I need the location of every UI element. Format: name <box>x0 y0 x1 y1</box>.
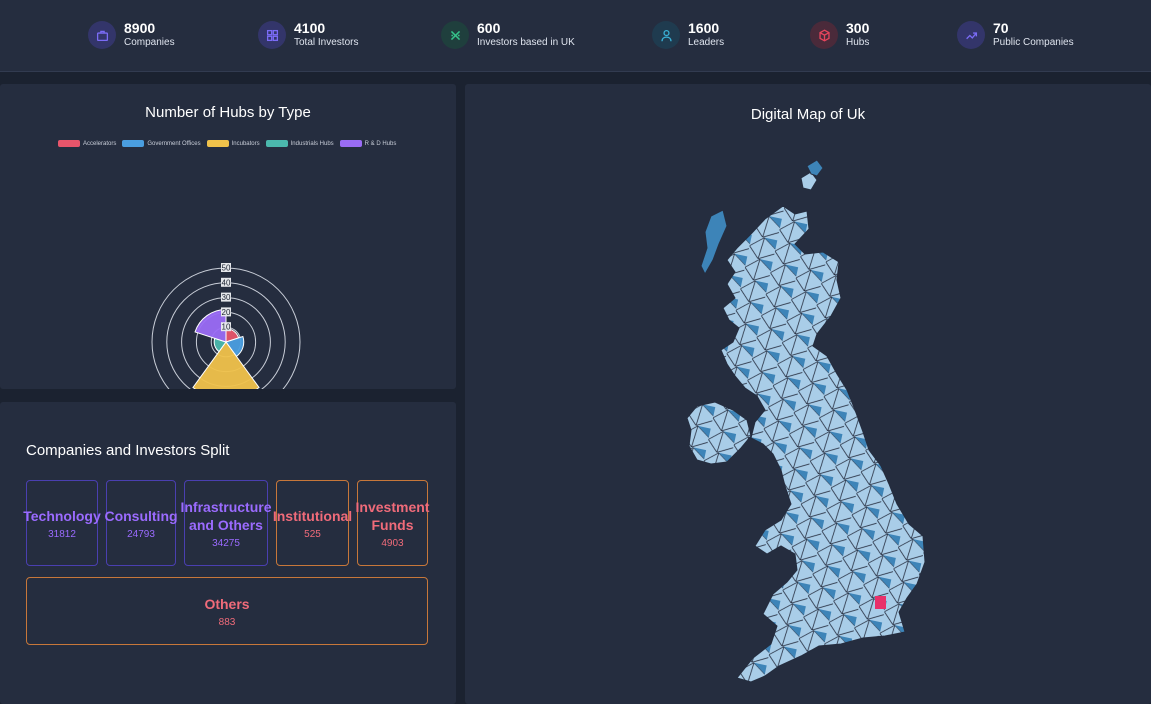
card-institutional[interactable]: Institutional 525 <box>272 480 353 566</box>
user-icon <box>652 21 680 49</box>
map-region-shetland[interactable] <box>806 159 824 177</box>
map-title: Digital Map of Uk <box>750 106 866 123</box>
card-value: 24793 <box>127 528 155 540</box>
map-region-western-isles[interactable] <box>700 209 728 276</box>
stat-label: Companies <box>124 37 175 48</box>
map-region-northern-ireland[interactable] <box>686 401 752 465</box>
companies-investors-split-panel: Companies and Investors Split Technology… <box>0 402 456 704</box>
stat-value: 1600 <box>688 20 720 36</box>
map-region-orkney[interactable] <box>800 171 818 191</box>
card-others[interactable]: Others 883 <box>26 577 428 645</box>
tick-label-bg <box>221 307 231 317</box>
stat-value: 70 <box>993 20 1009 36</box>
legend-label: Accelerators <box>83 140 117 147</box>
stat-total-investors[interactable]: 4100 Total Investors <box>258 15 358 55</box>
digital-map-panel: Digital Map of Uk <box>465 84 1151 704</box>
card-label: Investment Funds <box>355 498 430 533</box>
stat-investors-uk[interactable]: 600 Investors based in UK <box>441 15 575 55</box>
radial-tick-label: 50 <box>222 264 231 273</box>
stat-label: Public Companies <box>993 37 1074 48</box>
card-value: 31812 <box>48 528 76 540</box>
legend-item-incubators[interactable]: Incubators <box>206 140 260 147</box>
stat-value: 300 <box>846 20 870 36</box>
polar-area-chart: 10 20 30 40 50 <box>151 263 301 389</box>
legend-swatch <box>339 140 362 147</box>
cube-icon <box>810 21 838 49</box>
radial-tick-label: 10 <box>222 323 231 332</box>
polar-slice-incubators[interactable] <box>192 341 260 389</box>
stat-public-companies[interactable]: 70 Public Companies <box>957 15 1074 55</box>
stat-value: 600 <box>477 20 501 36</box>
legend-item-industrials-hubs[interactable]: Industrials Hubs <box>265 140 334 147</box>
tick-label-bg <box>221 292 231 302</box>
card-infrastructure[interactable]: Infrastructure and Others 34275 <box>180 480 272 566</box>
stat-leaders[interactable]: 1600 Leaders <box>652 15 724 55</box>
split-title: Companies and Investors Split <box>26 442 230 459</box>
shuffle-icon <box>441 21 469 49</box>
map-region-great-britain[interactable] <box>720 205 926 683</box>
card-label: Institutional <box>272 507 353 524</box>
card-value: 525 <box>304 528 321 540</box>
stat-value: 8900 <box>124 20 156 36</box>
legend-label: R & D Hubs <box>364 140 397 147</box>
card-investment-funds[interactable]: Investment Funds 4903 <box>355 480 430 566</box>
chart-legend: Accelerators Government Offices Incubato… <box>58 140 396 147</box>
card-consulting[interactable]: Consulting 24793 <box>104 480 178 566</box>
card-label: Infrastructure and Others <box>180 498 272 533</box>
legend-item-accelerators[interactable]: Accelerators <box>58 140 116 147</box>
legend-item-rd-hubs[interactable]: R & D Hubs <box>339 140 397 147</box>
legend-label: Incubators <box>231 140 260 147</box>
card-value: 883 <box>218 616 236 628</box>
legend-swatch <box>206 140 229 147</box>
stat-companies[interactable]: 8900 Companies <box>88 15 175 55</box>
legend-item-government-offices[interactable]: Government Offices <box>122 140 201 147</box>
stat-label: Investors based in UK <box>477 37 575 48</box>
legend-swatch <box>58 140 80 147</box>
hubs-by-type-panel: Number of Hubs by Type Accelerators Gove… <box>0 84 456 389</box>
uk-choropleth-map[interactable] <box>465 84 1151 704</box>
radial-tick-label: 20 <box>222 308 231 317</box>
card-label: Technology <box>23 507 101 524</box>
tick-label-bg <box>221 263 231 272</box>
stat-value: 4100 <box>294 20 326 36</box>
map-region-london-highlight[interactable] <box>875 596 886 609</box>
legend-label: Government Offices <box>147 140 201 147</box>
trending-up-icon <box>957 21 985 49</box>
tick-label-bg <box>221 277 231 287</box>
stats-bar: 8900 Companies 4100 Total Investors 600 Inv… <box>0 0 1151 72</box>
tick-label-bg <box>221 322 231 332</box>
stat-label: Total Investors <box>294 37 359 48</box>
card-label: Others <box>204 595 250 612</box>
card-value: 4903 <box>381 537 404 549</box>
card-value: 34275 <box>212 537 240 549</box>
legend-swatch <box>265 140 288 147</box>
radial-tick-label: 30 <box>222 293 231 302</box>
stat-label: Hubs <box>846 37 870 48</box>
radial-tick-label: 40 <box>222 278 231 287</box>
legend-swatch <box>122 140 145 147</box>
grid-icon <box>258 21 286 49</box>
stat-label: Leaders <box>688 37 725 48</box>
chart-title: Number of Hubs by Type <box>145 104 311 121</box>
stat-hubs[interactable]: 300 Hubs <box>810 15 869 55</box>
legend-label: Industrials Hubs <box>290 140 334 147</box>
briefcase-icon <box>88 21 116 49</box>
card-technology[interactable]: Technology 31812 <box>23 480 101 566</box>
card-label: Consulting <box>104 507 178 524</box>
